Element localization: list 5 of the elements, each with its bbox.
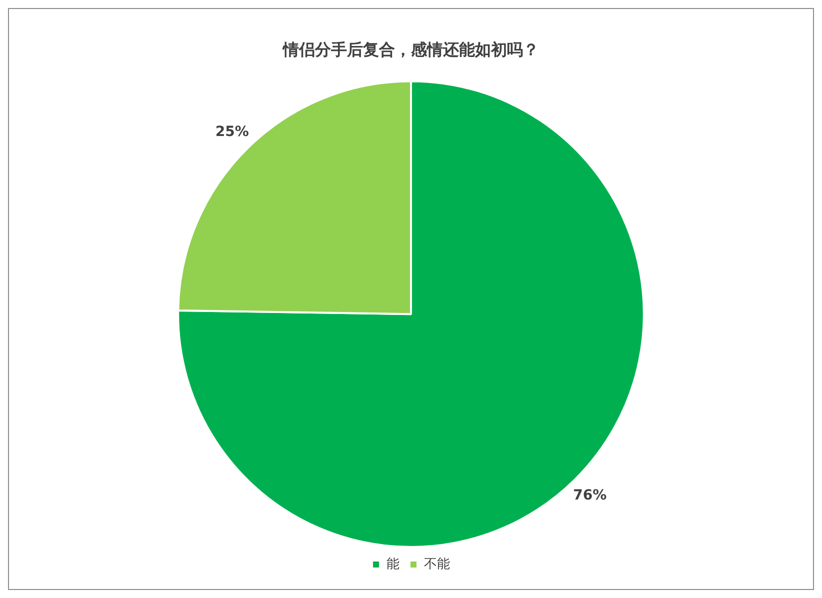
data-label: 76% <box>573 487 607 504</box>
data-label: 25% <box>215 124 249 140</box>
legend-label: 能 <box>386 556 400 572</box>
legend-label: 不能 <box>424 556 450 572</box>
chart-title: 情侣分手后复合，感情还能如初吗？ <box>282 40 539 59</box>
